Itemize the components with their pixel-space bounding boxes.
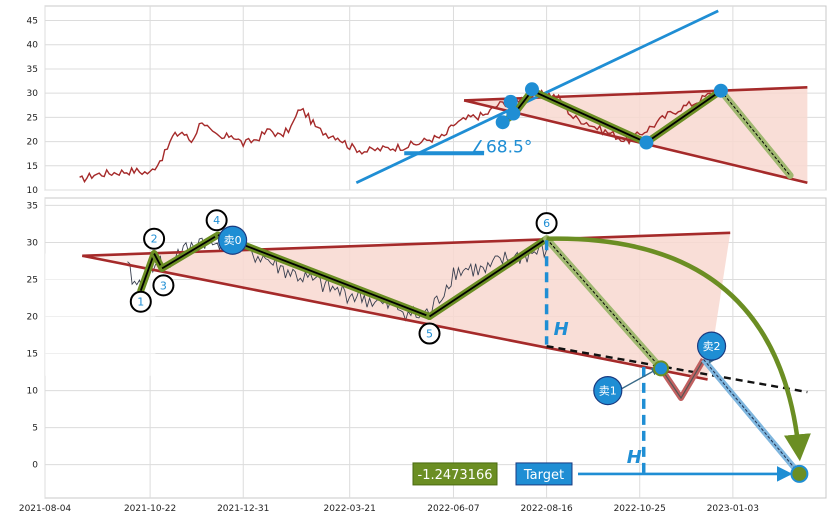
bottom-y-tick-label: 30 — [27, 238, 39, 248]
x-tick-label: 2021-10-22 — [124, 504, 176, 514]
bottom-y-tick-label: 5 — [32, 424, 38, 434]
height-label: H — [554, 319, 569, 340]
bottom-triangle-mask — [45, 253, 156, 376]
bottom-breakout-extension — [546, 344, 808, 394]
top-y-tick-label: 40 — [27, 41, 39, 51]
bottom-y-tick-label: 15 — [27, 350, 38, 360]
wave-point-5: 5 — [418, 322, 441, 345]
top-y-tick-label: 45 — [27, 17, 38, 27]
sell-leg-line — [660, 359, 705, 400]
wave-point-circle — [143, 227, 166, 250]
top-pivot-marker — [524, 82, 539, 97]
top-overlay: ∠68.5° — [79, 9, 808, 185]
wave-point-label: 4 — [213, 214, 220, 227]
bottom-y-tick-label: 0 — [32, 461, 38, 471]
target-label: Target — [523, 468, 564, 483]
sell-marker-0: 卖0 — [217, 225, 248, 255]
wave-point-6: 6 — [535, 212, 558, 235]
top-y-tick-label: 30 — [27, 89, 39, 99]
x-tick-label: 2022-08-16 — [520, 504, 573, 514]
bottom-overlay: H H 1 2 3 4 5 6 卖0 卖1 卖2 -1.2473166 Target — [45, 209, 811, 486]
target-value: -1.2473166 — [418, 468, 493, 483]
height-label: H — [627, 447, 642, 468]
bottom-zigzag-line — [546, 238, 662, 369]
bottom-zigzag-line — [161, 234, 219, 270]
top-y-tick-label: 20 — [27, 138, 39, 148]
wave-point-circle — [129, 290, 152, 313]
target-label-box: Target — [515, 462, 573, 486]
sell-marker-pointer — [621, 367, 660, 390]
target-value-box: -1.2473166 — [412, 462, 498, 486]
x-tick-label: 2022-06-07 — [427, 504, 479, 514]
bottom-y-tick-label: 25 — [27, 275, 38, 285]
bottom-zigzag-line — [217, 234, 430, 318]
wave-point-4: 4 — [205, 209, 228, 232]
wave-point-2: 2 — [143, 227, 166, 250]
wave-point-label: 1 — [137, 296, 144, 309]
sell-marker-circle — [696, 331, 727, 361]
wave-point-circle — [535, 212, 558, 235]
top-pivot-marker — [495, 115, 510, 130]
wave-point-label: 2 — [151, 233, 158, 246]
top-triangle-lower-line — [463, 99, 808, 185]
sell-marker-label: 卖2 — [703, 340, 721, 353]
top-y-tick-label: 25 — [27, 113, 38, 123]
angle-label: ∠68.5° — [471, 137, 533, 157]
x-tick-label: 2022-10-25 — [614, 504, 666, 514]
breakout-marker — [653, 360, 670, 377]
wave-point-circle — [418, 322, 441, 345]
wave-point-circle — [152, 274, 175, 297]
x-tick-label: 2023-01-03 — [707, 504, 759, 514]
target-marker — [790, 464, 809, 483]
projection-arc-arrow — [546, 236, 811, 462]
top-pivot-marker — [639, 135, 654, 150]
wave-point-label: 5 — [426, 328, 433, 341]
top-price-line — [79, 89, 722, 184]
sell-marker-label: 卖0 — [224, 234, 242, 247]
target-leg-band — [701, 357, 802, 476]
sell-marker-1: 卖1 — [593, 367, 660, 406]
wave-point-1: 1 — [129, 290, 152, 313]
top-y-tick-label: 10 — [27, 186, 39, 196]
wave-point-3: 3 — [152, 274, 175, 297]
wave-point-label: 6 — [543, 217, 550, 230]
sell-marker-circle — [217, 225, 248, 255]
top-pivot-marker — [506, 106, 521, 121]
sell-marker-label: 卖1 — [599, 385, 617, 398]
sell-marker-2: 卖2 — [696, 331, 727, 364]
top-zigzag-line — [720, 90, 791, 176]
top-pivot-marker — [503, 94, 518, 109]
wave-point-circle — [205, 209, 228, 232]
bottom-y-tick-label: 20 — [27, 313, 39, 323]
bottom-y-tick-label: 10 — [27, 387, 39, 397]
target-value-box-bg — [412, 462, 498, 486]
top-triangle-upper-line — [464, 86, 808, 102]
top-y-tick-label: 15 — [27, 162, 38, 172]
top-y-tick-label: 35 — [27, 65, 38, 75]
bottom-zigzag-line — [429, 237, 548, 318]
sell-marker-circle — [593, 375, 623, 406]
top-zigzag-line — [645, 89, 722, 144]
bottom-zigzag-line — [139, 253, 155, 291]
top-zigzag-line — [531, 89, 647, 144]
x-tick-label: 2021-12-31 — [217, 504, 269, 514]
wave-point-label: 3 — [160, 279, 167, 292]
bottom-y-tick-label: 35 — [27, 201, 38, 211]
target-label-box-bg — [515, 462, 573, 486]
top-pivot-marker — [713, 83, 728, 98]
x-tick-label: 2021-08-04 — [19, 504, 72, 514]
bottom-price-line — [127, 232, 548, 322]
x-tick-label: 2022-03-21 — [324, 504, 376, 514]
bottom-triangle-lower-line — [82, 254, 708, 381]
